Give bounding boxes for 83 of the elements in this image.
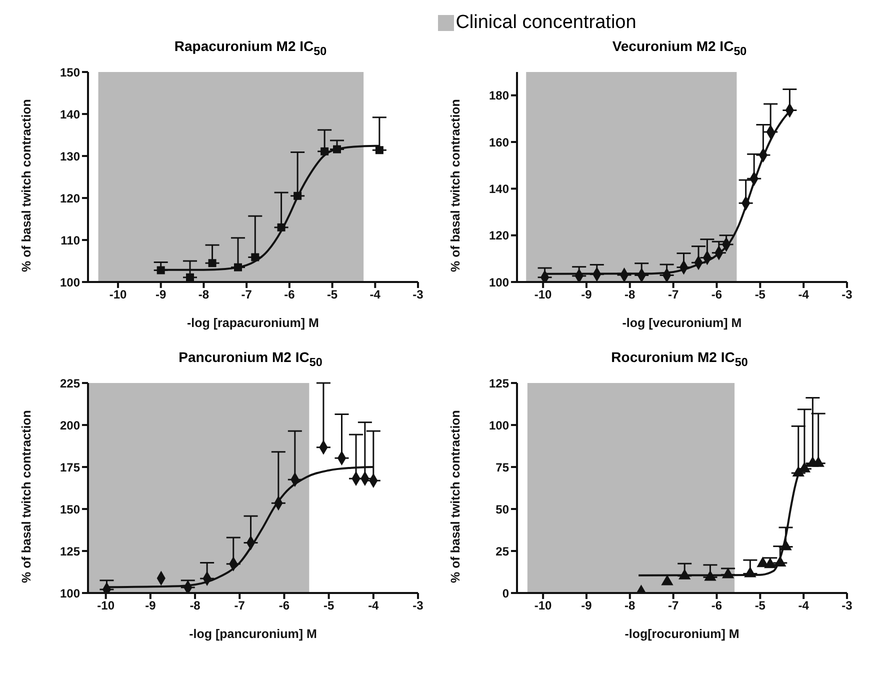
x-tick-label: -7 <box>241 288 252 302</box>
x-tick-label: -4 <box>798 598 810 613</box>
y-tick-label: 100 <box>60 586 80 600</box>
x-tick-label: -4 <box>370 288 381 302</box>
x-tick-label: -3 <box>842 598 853 613</box>
x-tick-label: -7 <box>234 598 246 613</box>
x-tick-label: -3 <box>412 288 424 302</box>
y-axis-title: % of basal twitch contraction <box>19 410 34 583</box>
point <box>251 253 260 262</box>
x-tick-label: -8 <box>190 598 201 613</box>
point <box>294 192 302 200</box>
y-tick-label: 150 <box>60 502 80 516</box>
chart-title: Vecuronium M2 IC$_{50}$ <box>611 38 748 60</box>
y-tick-label: 50 <box>496 502 510 516</box>
point <box>333 145 341 154</box>
point <box>208 259 216 268</box>
y-tick-label: 125 <box>488 376 510 390</box>
y-tick-label: 100 <box>488 418 510 432</box>
x-tick-label: -10 <box>534 598 552 613</box>
chart-title: Rapacuronium M2 IC$_{50}$ <box>173 38 328 60</box>
x-tick-label: -4 <box>798 288 810 302</box>
chart-title: Rocuronium M2 IC$_{50}$ <box>610 349 749 371</box>
point <box>722 568 734 578</box>
y-tick-label: 100 <box>488 275 510 290</box>
y-axis-title: % of basal twitch contraction <box>448 99 462 272</box>
y-tick-label: 125 <box>60 544 80 558</box>
y-tick-label: 0 <box>502 586 510 600</box>
x-tick-label: -10 <box>109 288 127 302</box>
x-tick-label: -3 <box>412 598 424 613</box>
y-tick-label: 130 <box>60 149 80 164</box>
y-tick-label: 140 <box>488 182 510 196</box>
x-tick-label: -3 <box>842 288 853 302</box>
y-tick-label: 175 <box>60 460 80 474</box>
y-tick-label: 160 <box>488 135 510 150</box>
y-tick-label: 120 <box>488 228 510 243</box>
y-tick-label: 110 <box>60 233 80 248</box>
point <box>186 273 194 282</box>
point <box>744 566 756 578</box>
point <box>661 574 674 586</box>
x-tick-label: -4 <box>368 598 380 613</box>
x-tick-label: -9 <box>156 288 167 302</box>
point <box>234 263 242 272</box>
x-tick-label: -7 <box>668 288 679 302</box>
x-tick-label: -9 <box>581 598 592 613</box>
point <box>678 568 691 580</box>
x-axis-title: -log [pancuronium] M <box>189 627 317 641</box>
x-tick-label: -9 <box>581 288 592 302</box>
point <box>320 147 329 156</box>
y-tick-label: 120 <box>60 191 80 206</box>
x-tick-label: -5 <box>323 598 334 613</box>
chart-title: Pancuronium M2 IC$_{50}$ <box>178 349 324 371</box>
y-tick-label: 200 <box>60 418 80 432</box>
x-tick-label: -10 <box>97 598 115 613</box>
x-axis-title: -log [vecuronium] M <box>622 316 742 330</box>
y-tick-label: 180 <box>488 88 510 103</box>
y-tick-label: 140 <box>60 107 80 122</box>
x-tick-label: -8 <box>198 288 210 302</box>
legend-label: Clinical concentration <box>456 12 636 34</box>
point <box>704 570 716 581</box>
y-tick-label: 25 <box>496 544 510 558</box>
x-tick-label: -7 <box>668 598 679 613</box>
point <box>156 266 165 274</box>
y-tick-label: 225 <box>60 376 80 390</box>
x-axis-title: -log[rocuronium] M <box>624 627 740 641</box>
x-tick-label: -10 <box>534 288 552 302</box>
x-tick-label: -6 <box>711 288 722 302</box>
point <box>277 223 286 232</box>
y-tick-label: 75 <box>496 460 510 474</box>
x-tick-label: -6 <box>284 288 296 302</box>
x-tick-label: -9 <box>145 598 156 613</box>
y-axis-title: % of basal twitch contraction <box>448 410 462 583</box>
x-tick-label: -5 <box>754 598 766 613</box>
y-tick-label: 150 <box>60 65 80 80</box>
x-tick-label: -6 <box>711 598 722 613</box>
x-tick-label: -8 <box>624 288 636 302</box>
x-tick-label: -6 <box>278 598 290 613</box>
point <box>375 146 384 154</box>
x-axis-title: -log [rapacuronium] M <box>187 316 319 330</box>
y-axis-title: % of basal twitch contraction <box>19 99 34 272</box>
x-tick-label: -8 <box>624 598 636 613</box>
x-tick-label: -5 <box>326 288 338 302</box>
x-tick-label: -5 <box>754 288 766 302</box>
y-tick-label: 100 <box>60 275 80 290</box>
